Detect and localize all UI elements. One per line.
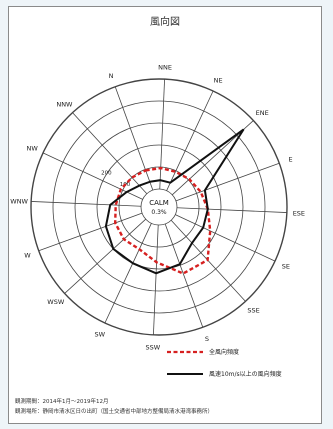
grid-spoke [31,201,142,207]
direction-label: SSE [247,307,259,315]
grid-spoke [166,90,214,191]
grid-spoke [64,218,146,294]
direction-label: NNE [158,64,172,72]
grid-spoke [114,86,154,191]
direction-label: W [24,251,31,259]
grid-spoke [175,214,276,262]
series-line-strong-winds [104,128,245,275]
footer-period: 観測期間：2014年1月～2019年12月 [15,399,109,405]
legend-item-strong: 風速10m/s以上の風向頻度 [167,369,282,378]
legend-label-strong: 風速10m/s以上の風向頻度 [209,371,282,378]
grid-spoke [72,112,148,194]
direction-label: NE [214,77,223,85]
direction-label: ENE [256,109,269,117]
direction-label: SSW [146,343,161,351]
calm-value: 0.3% [151,209,167,216]
grid-ring [96,144,222,270]
direction-label: ESE [293,210,305,218]
legend-item-all: 全風向頻度 [167,347,239,356]
direction-label: NNW [56,100,73,108]
calm-label: CALM [149,199,169,207]
radial-tick-label: 200 [101,170,112,176]
grid-ring [52,100,266,314]
grid-spoke [175,162,280,202]
legend-swatch-dashed-icon [167,350,203,353]
grid-spoke [38,212,143,252]
direction-label: WNW [10,197,28,205]
calm-ring [140,188,178,226]
chart-title: 風向図 [150,17,180,28]
grid-ring [74,122,244,292]
polar-grid [30,78,288,336]
grid-spoke [153,224,159,335]
direction-label: NW [26,144,38,152]
direction-label: SE [282,263,290,271]
footer-location: 観測場所：静岡市清水区日の出町（国土交通省中部地方整備局清水港湾事務所） [15,409,214,415]
legend-swatch-solid-icon [167,372,203,375]
series-group [104,128,245,275]
legend-label-all: 全風向頻度 [209,349,240,356]
direction-label: E [289,156,293,164]
chart-frame: 風向図 N NNE NE ENE E ESE SE SSE S SSW SW WSW W WNW NW NNW… [8,6,322,424]
grid-spoke [104,223,152,324]
direction-label: N [109,72,114,80]
direction-label: WSW [47,298,65,306]
grid-ring [30,78,288,336]
grid-ring [118,166,200,248]
direction-labels: N NNE NE ENE E ESE SE SSE S SSW SW WSW W WNW NW NNW [10,64,305,352]
wind-rose-chart: N NNE NE ENE E ESE SE SSE S SSW SW WSW W WNW NW NNW 100… [10,64,305,352]
grid-spoke [176,207,287,213]
grid-spoke [159,79,165,190]
calm-center: CALM 0.3% [149,199,169,216]
grid-spoke [164,223,204,328]
direction-label: S [205,335,209,343]
direction-label: SW [95,330,106,338]
series-line-all-winds [113,166,212,275]
